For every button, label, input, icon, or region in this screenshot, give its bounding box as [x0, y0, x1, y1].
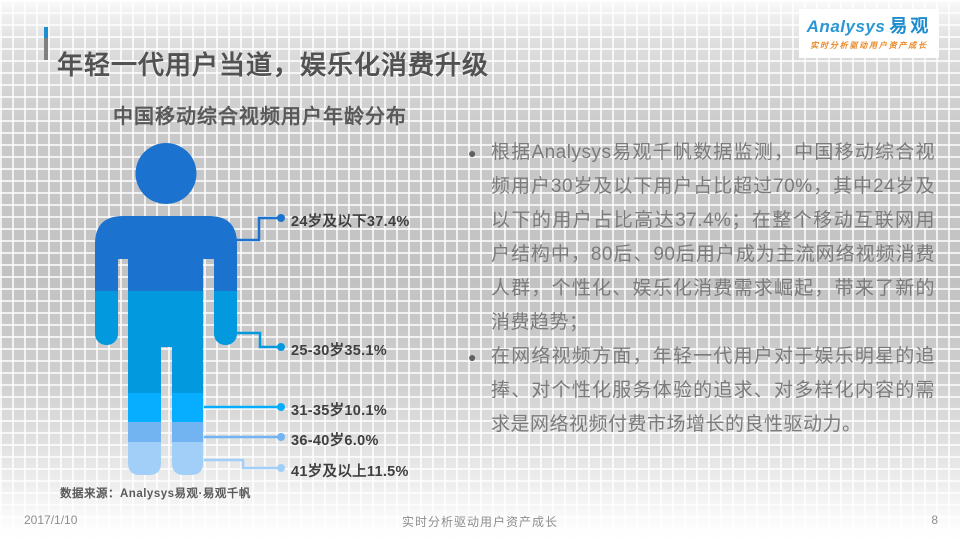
logo-brand-cn: 易观: [889, 16, 932, 36]
page-number: 8: [931, 513, 938, 527]
age-label-36-40: 36-40岁6.0%: [291, 433, 379, 449]
bullet-marker-icon: ●: [468, 349, 477, 365]
callout-dot-over41: [277, 464, 285, 472]
pictogram-segments: [95, 143, 237, 475]
person-pictogram-chart: [95, 143, 285, 475]
age-label-25-30: 25-30岁35.1%: [291, 343, 387, 359]
callout-line-under24: [233, 216, 281, 242]
callout-dot-36-40: [277, 433, 285, 441]
callout-lines: [204, 216, 281, 470]
slide-title: 年轻一代用户当道，娱乐化消费升级: [57, 50, 490, 81]
bullet-item: ● 在网络视频方面，年轻一代用户对于娱乐明星的追捧、对个性化服务体验的追求、对多…: [468, 340, 935, 442]
footer-motto: 实时分析驱动用户资产成长: [401, 515, 558, 529]
title-accent-bar: [44, 27, 48, 60]
age-label-over41: 41岁及以上11.5%: [291, 464, 409, 480]
callout-dot-31-35: [277, 403, 285, 411]
age-label-31-35: 31-35岁10.1%: [291, 403, 387, 419]
callout-dots: [277, 214, 285, 472]
callout-dot-25-30: [277, 343, 285, 351]
bullet-marker-icon: ●: [468, 145, 477, 161]
logo-brand: Analysys 易观: [807, 16, 932, 38]
data-source-note: 数据来源：Analysys易观·易观千帆: [60, 488, 251, 500]
bullet-item: ● 根据Analysys易观千帆数据监测，中国移动综合视频用户30岁及以下用户占…: [468, 136, 935, 340]
bullet-text: 根据Analysys易观千帆数据监测，中国移动综合视频用户30岁及以下用户占比超…: [491, 142, 935, 333]
segment-age-36-40: [95, 422, 237, 442]
analysys-logo: Analysys 易观 实时分析驱动用户资产成长: [799, 9, 939, 58]
age-label-under24: 24岁及以下37.4%: [291, 214, 410, 230]
callout-line-25-30: [233, 331, 281, 349]
chart-title: 中国移动综合视频用户年龄分布: [113, 106, 407, 128]
segment-age-under24: [95, 143, 237, 291]
logo-tagline: 实时分析驱动用户资产成长: [810, 41, 928, 50]
bullet-text: 在网络视频方面，年轻一代用户对于娱乐明星的追捧、对个性化服务体验的追求、对多样化…: [491, 346, 935, 435]
footer-date: 2017/1/10: [24, 513, 78, 527]
callout-dot-under24: [277, 214, 285, 222]
callout-line-over41: [204, 458, 281, 470]
segment-age-25-30: [95, 291, 237, 393]
logo-brand-latin: Analysys: [806, 17, 886, 36]
discussion-list: ● 根据Analysys易观千帆数据监测，中国移动综合视频用户30岁及以下用户占…: [468, 136, 935, 442]
